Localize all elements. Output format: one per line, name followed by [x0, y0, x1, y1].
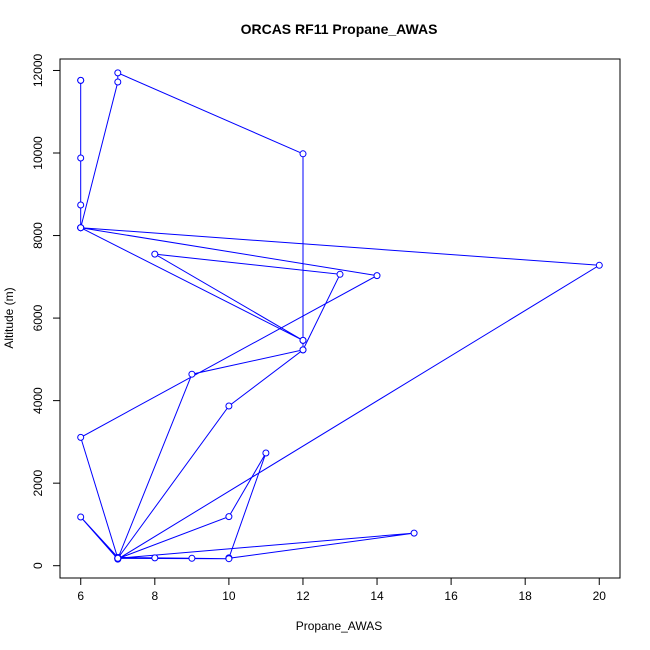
y-tick-label: 12000 [31, 53, 45, 87]
data-point [77, 433, 85, 441]
data-point [410, 529, 418, 537]
data-point [225, 555, 233, 563]
data-point [188, 370, 196, 378]
chart-title: ORCAS RF11 Propane_AWAS [241, 21, 438, 37]
x-tick-label: 10 [222, 589, 236, 603]
y-axis: 0 2000 4000 6000 8000 10000 12000 [31, 53, 60, 569]
data-point [262, 449, 270, 457]
y-tick-label: 2000 [31, 469, 45, 496]
series-layer [77, 69, 603, 563]
data-point [151, 554, 159, 562]
x-axis-label: Propane_AWAS [296, 619, 383, 633]
x-axis: 6 8 10 12 14 16 18 20 [77, 578, 606, 603]
data-point [299, 150, 307, 158]
x-tick-label: 14 [370, 589, 384, 603]
series-line [80, 72, 601, 560]
x-tick-label: 20 [593, 589, 607, 603]
data-point [77, 224, 85, 232]
data-point [225, 513, 233, 521]
x-tick-label: 16 [444, 589, 458, 603]
data-point [77, 154, 85, 162]
data-point [188, 554, 196, 562]
data-point [299, 336, 307, 344]
data-point [77, 201, 85, 209]
y-tick-label: 8000 [31, 222, 45, 249]
data-point [114, 554, 122, 562]
data-point [151, 250, 159, 258]
data-point [114, 78, 122, 86]
data-point [77, 513, 85, 521]
x-tick-label: 6 [77, 589, 84, 603]
plot-area [59, 58, 621, 579]
y-tick-label: 6000 [31, 304, 45, 331]
y-tick-label: 4000 [31, 387, 45, 414]
data-point [595, 261, 603, 269]
y-tick-label: 0 [31, 562, 45, 569]
data-point [77, 76, 85, 84]
x-tick-label: 12 [296, 589, 310, 603]
y-tick-label: 10000 [31, 136, 45, 170]
data-point [336, 270, 344, 278]
y-axis-label: Altitude (m) [2, 287, 16, 348]
x-tick-label: 18 [519, 589, 533, 603]
data-point [299, 346, 307, 354]
data-point [373, 272, 381, 280]
data-point [225, 402, 233, 410]
x-tick-label: 8 [151, 589, 158, 603]
data-point [114, 69, 122, 77]
